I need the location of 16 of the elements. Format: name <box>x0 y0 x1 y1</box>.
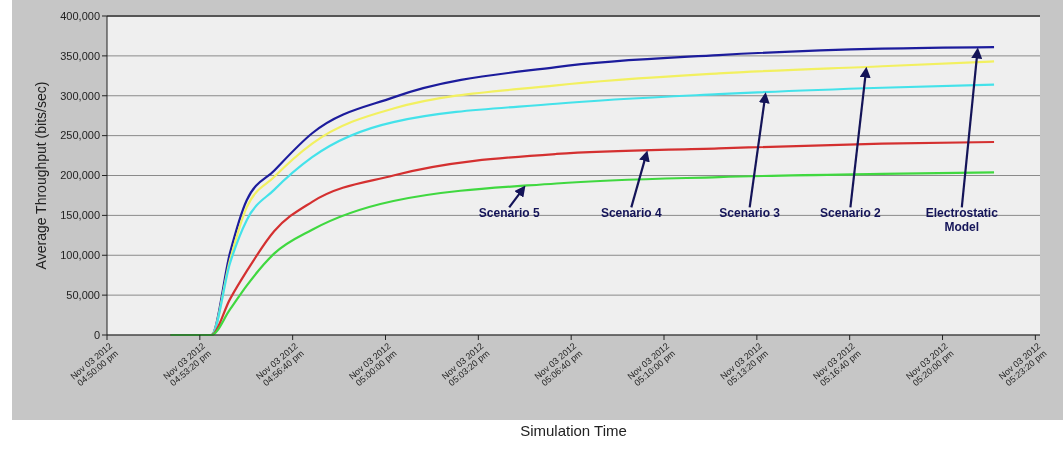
y-tick-label: 100,000 <box>60 249 100 262</box>
y-tick-label: 0 <box>93 328 100 341</box>
y-axis-title: Average Throughput (bits/sec) <box>33 81 49 270</box>
y-tick-label: 150,000 <box>60 209 100 222</box>
annotation: Electrostatic Model <box>925 206 999 235</box>
annotation: Scenario 2 <box>820 206 882 221</box>
y-tick-label: 50,000 <box>66 288 100 301</box>
annotation: Scenario 5 <box>478 206 540 221</box>
y-tick-label: 300,000 <box>60 89 100 102</box>
annotation: Scenario 4 <box>600 206 662 221</box>
y-tick-label: 250,000 <box>60 129 100 142</box>
x-axis-title: Simulation Time <box>520 422 627 439</box>
y-tick-label: 200,000 <box>60 169 100 182</box>
y-tick-label: 400,000 <box>60 9 100 22</box>
y-tick-label: 350,000 <box>60 49 100 62</box>
annotation: Scenario 3 <box>719 206 781 221</box>
